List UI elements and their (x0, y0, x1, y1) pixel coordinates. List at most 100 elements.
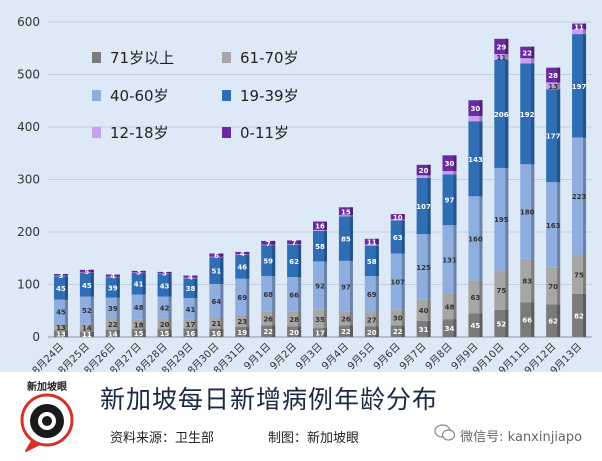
bar-segment (157, 329, 172, 337)
bar-segment (53, 330, 68, 337)
data-label: 51 (212, 268, 222, 276)
bar-segment (520, 302, 535, 337)
data-label: 18 (134, 321, 144, 329)
bar-segment-shade (116, 277, 120, 298)
bar-segment-shade (220, 256, 224, 258)
data-label: 97 (445, 197, 455, 205)
bar-segment-shade (142, 272, 146, 274)
data-label: 20 (367, 329, 377, 337)
data-label: 83 (522, 278, 532, 286)
bar-segment-shade (116, 276, 120, 278)
data-label: 223 (572, 193, 587, 201)
bar-segment (105, 277, 120, 298)
bar-segment (338, 216, 353, 261)
bar-segment (494, 167, 509, 271)
data-label: 75 (496, 287, 506, 295)
data-label: 14 (108, 330, 118, 338)
data-label: 20 (419, 167, 429, 175)
x-tick-label: 9月7日 (397, 341, 429, 372)
bar-segment (520, 164, 535, 259)
bar-segment (364, 244, 379, 246)
bar-segment-shade (531, 63, 535, 165)
bar-segment (183, 298, 198, 320)
data-label: 45 (56, 285, 66, 293)
bar-segment-shade (531, 58, 535, 64)
bar-segment (261, 245, 276, 277)
legend-label: 0-11岁 (240, 124, 289, 142)
legend-swatch (222, 90, 231, 101)
bar-segment (79, 272, 94, 274)
bar-segment-shade (168, 318, 172, 330)
bar-segment-shade (505, 167, 509, 271)
data-label: 23 (237, 318, 247, 326)
bar-segment-shade (453, 293, 457, 320)
data-label: 15 (160, 330, 170, 338)
bar-segment (338, 325, 353, 337)
bar-segment-shade (194, 319, 198, 329)
data-label: 70 (548, 283, 558, 291)
bar-segment (209, 253, 224, 257)
bar-segment-shade (116, 318, 120, 330)
bar-segment (546, 67, 561, 83)
data-label: 10 (393, 214, 403, 222)
bar-segment (261, 325, 276, 337)
bar-segment-shade (505, 38, 509, 55)
bar-segment (442, 171, 457, 175)
data-label: 38 (186, 285, 196, 293)
bar-segment (287, 244, 302, 278)
x-tick-label: 9月6日 (371, 341, 403, 372)
bar-segment-shade (298, 244, 302, 278)
data-label: 3 (59, 272, 64, 280)
bar-segment (157, 271, 172, 274)
data-label: 13 (548, 83, 558, 91)
data-label: 7 (292, 239, 297, 247)
bar-segment (520, 58, 535, 64)
bar-segment (313, 230, 327, 262)
bar-segment (105, 329, 120, 337)
data-label: 15 (341, 208, 351, 216)
bar-segment-shade (220, 253, 224, 257)
bar-segment-shade (427, 175, 431, 178)
bar-segment-shade (194, 328, 198, 337)
bar-segment (364, 245, 379, 277)
data-label: 14 (82, 325, 92, 333)
bar-segment (572, 137, 587, 255)
bar-segment-shade (479, 196, 483, 281)
data-label: 7 (266, 240, 271, 248)
legend: 71岁以上 61-70岁 40-60岁 19-39岁 12-18岁 0-11岁 (92, 49, 299, 142)
bar-segment-shade (116, 274, 120, 277)
bar-segment-shade (194, 277, 198, 279)
data-label: 35 (315, 316, 325, 324)
bar-segment-shade (505, 54, 509, 60)
bar-segment (468, 100, 483, 116)
bar-segment (183, 319, 198, 329)
bar-segment (313, 229, 327, 231)
bar-segment-shade (324, 309, 327, 329)
bar-segment (390, 309, 405, 326)
bar-segment-shade (531, 258, 535, 303)
bar-segment-shade (557, 304, 561, 337)
data-label: 39 (108, 284, 118, 292)
bar-segment-shade (324, 328, 327, 337)
bar-segment-shade (557, 82, 561, 90)
bar-segment-shade (142, 294, 146, 320)
bar-segment (235, 314, 250, 328)
bar-segment (261, 244, 276, 246)
bar-segment-shade (479, 115, 483, 122)
data-label: 46 (237, 264, 247, 272)
bar-segment (131, 270, 146, 273)
bar-segment-shade (583, 29, 587, 35)
bar-segment (442, 174, 457, 226)
bar-segment (53, 323, 68, 331)
data-label: 27 (367, 316, 377, 324)
bar-segment-shade (557, 67, 561, 83)
bar-segment-shade (531, 302, 535, 337)
bar-segment (209, 283, 224, 318)
bar-segment (183, 278, 198, 299)
data-label: 41 (186, 306, 196, 314)
data-label: 75 (574, 271, 584, 279)
x-tick-label: 9月2日 (268, 341, 300, 372)
data-label: 143 (468, 156, 483, 164)
data-label: 22 (108, 321, 118, 329)
bar-segment (572, 293, 587, 337)
